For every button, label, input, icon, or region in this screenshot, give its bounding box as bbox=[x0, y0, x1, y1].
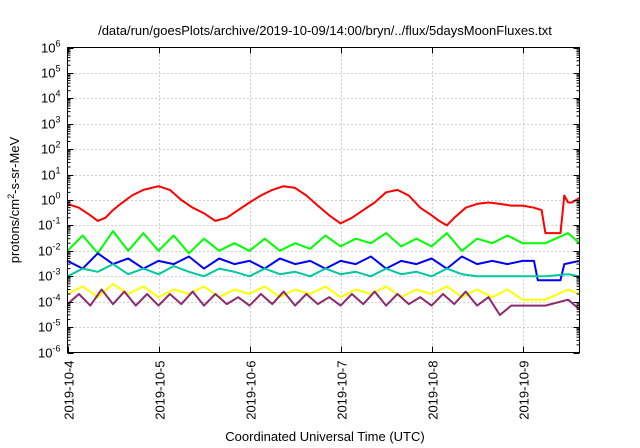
y-axis-label: protons/cm2-s-sr-MeV bbox=[6, 136, 22, 263]
grid-lines bbox=[67, 47, 580, 353]
y-axis-label-prefix: protons/cm bbox=[7, 199, 22, 263]
y-tick-label: 104 bbox=[41, 89, 60, 106]
y-tick-base: 10 bbox=[41, 142, 55, 157]
y-tick-exp: 5 bbox=[55, 64, 60, 74]
y-tick-label: 106 bbox=[41, 39, 60, 56]
x-tick-label: 2019-10-5 bbox=[153, 361, 168, 420]
x-axis: 2019-10-4 2019-10-5 2019-10-6 2019-10-7 2019… bbox=[62, 47, 532, 420]
y-tick-label: 10-4 bbox=[38, 293, 60, 310]
y-tick-base: 10 bbox=[38, 244, 52, 259]
y-tick-label: 105 bbox=[41, 64, 60, 81]
x-tick-label: 2019-10-9 bbox=[517, 361, 532, 420]
y-tick-base: 10 bbox=[38, 346, 52, 361]
y-tick-label: 100 bbox=[41, 191, 60, 208]
y-tick-label: 10-5 bbox=[38, 318, 60, 335]
y-tick-label: 10-1 bbox=[38, 216, 60, 233]
x-tick-label: 2019-10-7 bbox=[335, 361, 350, 420]
series-line-2 bbox=[66, 230, 581, 255]
series-line-1 bbox=[67, 185, 581, 235]
series-line-3 bbox=[67, 252, 580, 282]
y-tick-exp: 0 bbox=[55, 191, 60, 201]
y-tick-label: 103 bbox=[41, 115, 60, 132]
y-tick-base: 10 bbox=[38, 320, 52, 335]
x-tick-label: 2019-10-4 bbox=[62, 361, 77, 420]
y-tick-base: 10 bbox=[41, 117, 55, 132]
y-tick-exp: 6 bbox=[55, 39, 60, 49]
series-group bbox=[66, 185, 581, 316]
y-tick-exp: -3 bbox=[52, 267, 60, 277]
y-tick-label: 101 bbox=[41, 166, 60, 183]
y-axis-label-suffix: -s-sr-MeV bbox=[7, 136, 22, 193]
y-tick-label: 10-3 bbox=[38, 267, 60, 284]
series-line-4 bbox=[67, 263, 580, 278]
series-line-6 bbox=[66, 288, 581, 316]
y-tick-exp: 1 bbox=[55, 166, 60, 176]
x-tick-label: 2019-10-8 bbox=[426, 361, 441, 420]
y-tick-base: 10 bbox=[38, 295, 52, 310]
y-tick-exp: -1 bbox=[52, 216, 60, 226]
y-axis-label-sup: 2 bbox=[6, 194, 16, 199]
y-tick-label: 10-6 bbox=[38, 344, 60, 361]
y-tick-exp: -2 bbox=[52, 242, 60, 252]
y-tick-exp: 2 bbox=[55, 140, 60, 150]
y-tick-base: 10 bbox=[41, 193, 55, 208]
series-line-5 bbox=[67, 282, 580, 301]
y-tick-label: 102 bbox=[41, 140, 60, 157]
y-axis: 10-610-510-410-310-210-11001011021031041… bbox=[38, 39, 580, 361]
y-tick-base: 10 bbox=[41, 168, 55, 183]
y-tick-exp: 4 bbox=[55, 89, 60, 99]
y-tick-base: 10 bbox=[41, 66, 55, 81]
y-tick-exp: -6 bbox=[52, 344, 60, 354]
y-tick-exp: -5 bbox=[52, 318, 60, 328]
y-tick-base: 10 bbox=[38, 218, 52, 233]
y-tick-exp: 3 bbox=[55, 115, 60, 125]
y-tick-base: 10 bbox=[38, 269, 52, 284]
y-tick-base: 10 bbox=[41, 91, 55, 106]
x-axis-label: Coordinated Universal Time (UTC) bbox=[225, 429, 424, 444]
y-tick-exp: -4 bbox=[52, 293, 60, 303]
x-tick-label: 2019-10-6 bbox=[244, 361, 259, 420]
y-tick-base: 10 bbox=[41, 41, 55, 56]
y-tick-label: 10-2 bbox=[38, 242, 60, 259]
chart-title: /data/run/goesPlots/archive/2019-10-09/1… bbox=[98, 23, 552, 38]
